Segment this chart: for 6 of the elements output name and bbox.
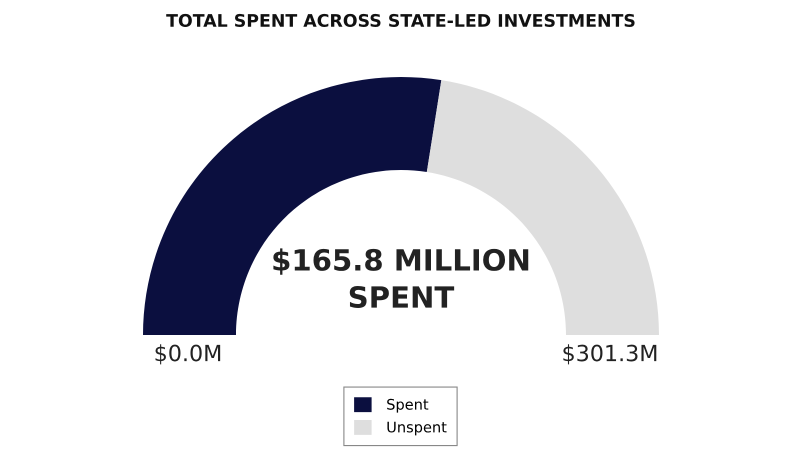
legend-label: Spent (387, 398, 428, 413)
text: $165.8 MILLION SPENT (273, 248, 528, 308)
chart-title: TOTAL SPENT ACROSS STATE-LED INVESTMENTS (166, 14, 635, 28)
text: $0.0M (156, 344, 220, 364)
legend-label: Unspent (387, 422, 447, 436)
text: $301.3M (563, 344, 656, 364)
